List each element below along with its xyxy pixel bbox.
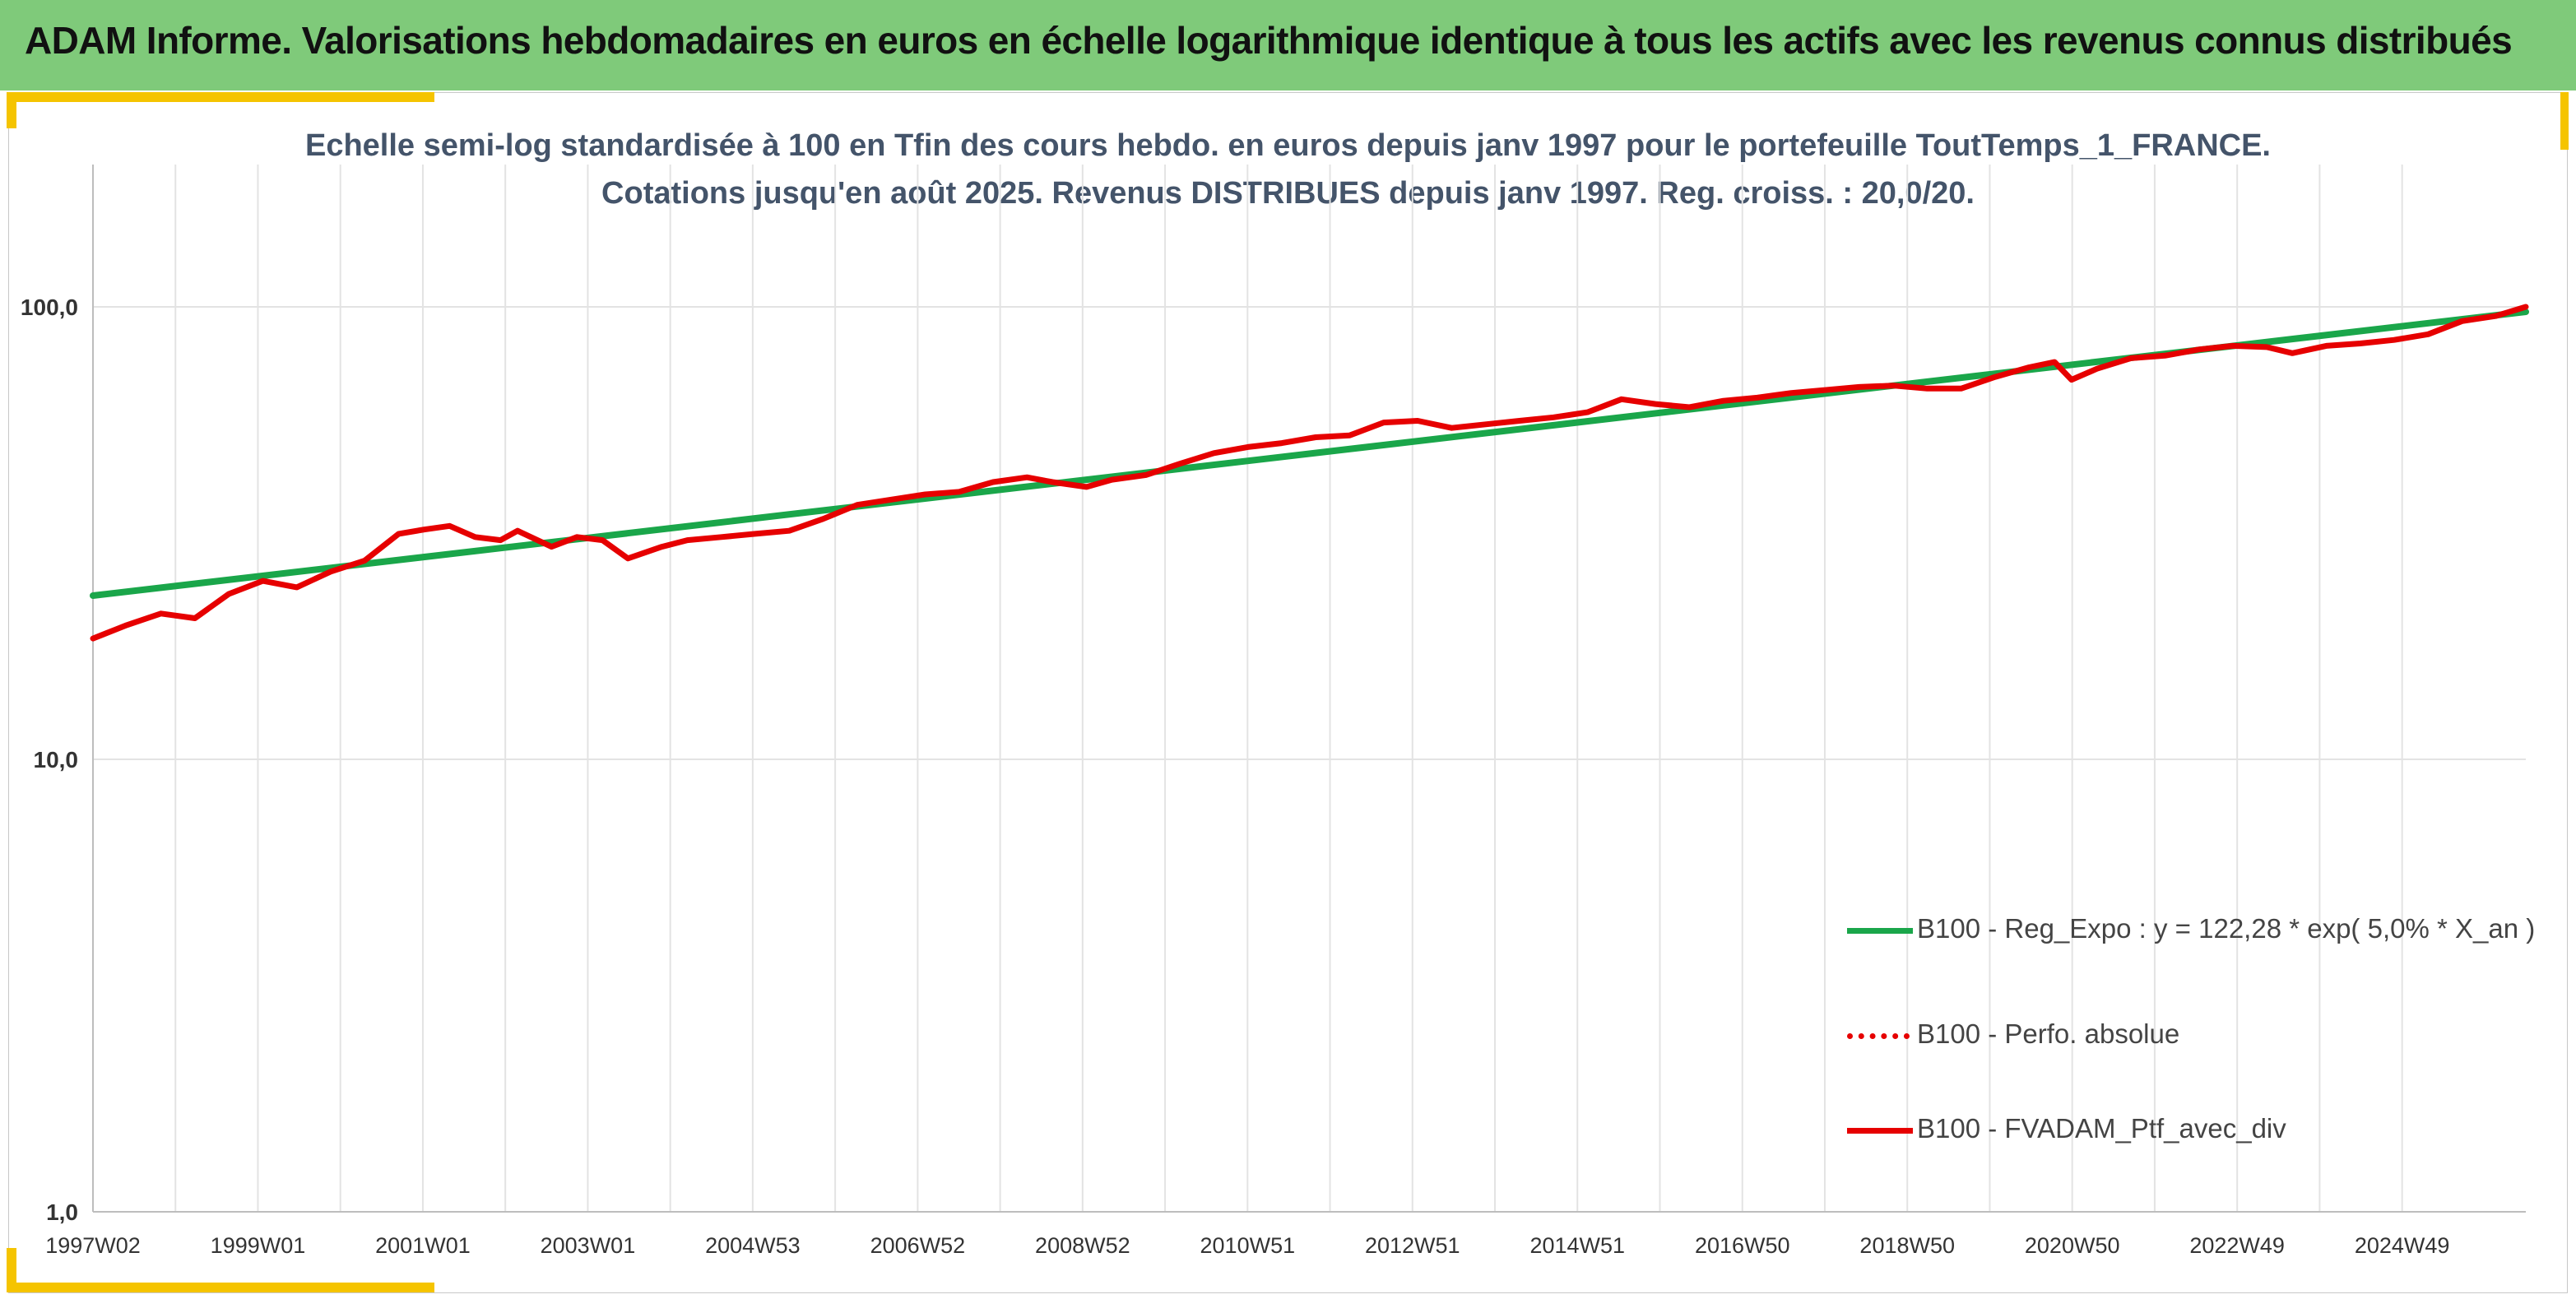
x-tick-label: 1999W01 — [211, 1233, 306, 1258]
x-tick-label: 2003W01 — [541, 1233, 636, 1258]
x-tick-label: 2018W50 — [1859, 1233, 1955, 1258]
series-lines — [90, 304, 2529, 642]
series-line-portfolio — [90, 304, 2529, 642]
accent-right — [2560, 92, 2569, 150]
tick-labels: 1,0 10,0 100,0 1997W02 1999W01 2001W01 2003W01… — [21, 295, 2450, 1258]
x-tick-label: 2016W50 — [1695, 1233, 1790, 1258]
y-tick-label: 100,0 — [21, 295, 78, 320]
legend-swatch-portfolio — [1847, 1128, 1913, 1134]
legend-swatch-regression — [1847, 928, 1913, 934]
grid-lines — [92, 165, 2526, 1213]
legend-swatch-perfo — [1847, 1033, 1910, 1039]
accent-bottom-left — [7, 1283, 434, 1292]
x-tick-label: 2020W50 — [2025, 1233, 2120, 1258]
header-banner: ADAM Informe. Valorisations hebdomadaire… — [0, 0, 2576, 90]
chart-subtitle-line1: Echelle semi-log standardisée à 100 en T… — [304, 128, 2271, 163]
x-tick-label: 2014W51 — [1529, 1233, 1625, 1258]
legend-label-perfo: B100 - Perfo. absolue — [1917, 1018, 2180, 1049]
x-tick-label: 2008W52 — [1035, 1233, 1130, 1258]
x-tick-label: 2022W49 — [2189, 1233, 2285, 1258]
x-tick-label: 2004W53 — [705, 1233, 801, 1258]
y-tick-label: 1,0 — [46, 1199, 78, 1225]
chart-frame — [8, 92, 2568, 1293]
axes — [92, 165, 2526, 1213]
chart-subtitle-line2: Cotations jusqu'en août 2025. Revenus DI… — [601, 176, 1975, 211]
page-title: ADAM Informe. Valorisations hebdomadaire… — [25, 19, 2513, 62]
accent-left-bottom — [7, 1248, 16, 1292]
x-tick-label: 2006W52 — [870, 1233, 966, 1258]
x-tick-label: 2012W51 — [1365, 1233, 1460, 1258]
x-tick-label: 2010W51 — [1200, 1233, 1296, 1258]
accent-top-left — [7, 92, 434, 102]
legend-label-portfolio: B100 - FVADAM_Ptf_avec_div — [1917, 1113, 2286, 1144]
y-tick-label: 10,0 — [34, 747, 79, 772]
accent-left-top — [7, 92, 16, 128]
x-tick-label: 2001W01 — [375, 1233, 471, 1258]
x-tick-label: 2024W49 — [2355, 1233, 2450, 1258]
legend-label-regression: B100 - Reg_Expo : y = 122,28 * exp( 5,0%… — [1917, 913, 2536, 944]
chart-subtitle: Echelle semi-log standardisée à 100 en T… — [0, 122, 2576, 217]
x-tick-label: 1997W02 — [45, 1233, 141, 1258]
